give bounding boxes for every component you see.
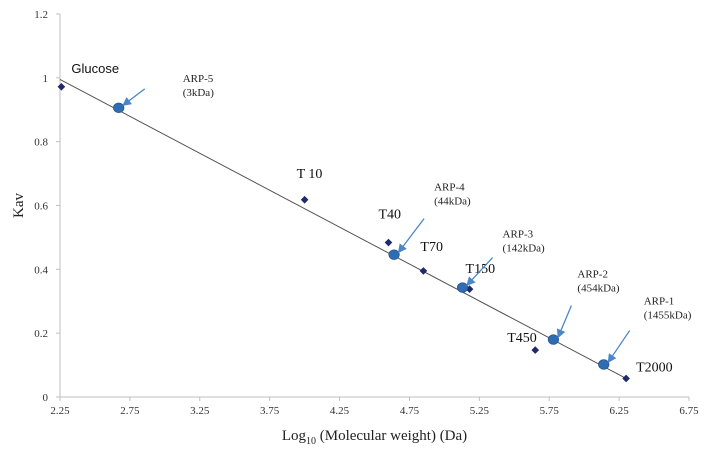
sample-marker: [456, 282, 469, 293]
trendline-layer: [59, 78, 627, 379]
sample-arrow: [397, 218, 425, 254]
standard-marker: [622, 374, 630, 383]
x-axis-title-prefix: Log: [282, 428, 307, 444]
data-points: [57, 82, 630, 383]
standard-label: T40: [378, 208, 401, 223]
y-tick-label: 0.4: [34, 264, 48, 276]
x-axis-title-subscript: 10: [306, 436, 316, 447]
x-tick-label: 4.75: [400, 405, 420, 417]
linear-trendline: [59, 78, 627, 379]
x-tick-label: 5.25: [470, 405, 490, 417]
sample-arrow: [556, 305, 573, 339]
sample-arrow: [122, 88, 146, 107]
standard-label: T2000: [636, 360, 673, 375]
x-tick-label: 6.25: [609, 405, 629, 417]
sample-name-label: ARP-4: [434, 182, 465, 194]
sample-arrow: [607, 330, 631, 364]
y-tick-label: 0: [43, 392, 49, 404]
x-axis-title-suffix: (Molecular weight) (Da): [316, 428, 467, 444]
standard-marker: [57, 82, 66, 91]
x-tick-label: 3.75: [260, 405, 280, 417]
sample-name-label: ARP-5: [183, 73, 214, 85]
x-tick-label: 2.75: [120, 405, 140, 417]
standard-marker: [531, 346, 540, 354]
sample-mw-label: (454kDa): [577, 283, 619, 295]
sample-name-label: ARP-1: [644, 295, 675, 307]
standard-label: T 10: [297, 167, 323, 182]
sample-arrow: [466, 257, 494, 286]
sample-marker: [547, 334, 560, 345]
y-tick-label: 0.8: [34, 137, 48, 149]
axes: 2.25 2.75 3.25 3.75 4.25 4.75 5.25 5.75 6.25 6.75…: [11, 9, 699, 447]
standard-label: T70: [420, 240, 443, 255]
x-tick-label: 2.25: [50, 405, 70, 417]
standard-marker: [300, 195, 309, 204]
sample-marker: [113, 102, 125, 114]
x-axis-title: Log10 (Molecular weight) (Da): [282, 428, 467, 447]
x-tick-label: 5.75: [540, 405, 560, 417]
y-tick-label: 1.2: [34, 9, 48, 21]
sample-name-label: ARP-3: [503, 229, 534, 241]
sample-mw-label: (44kDa): [434, 196, 471, 208]
standard-label: Glucose: [71, 61, 119, 76]
point-labels: Glucose T 10 T40 T70 T150 T450 T2000 ARP-5 (3kDa…: [71, 61, 691, 376]
sample-mw-label: (3kDa): [183, 87, 214, 99]
x-tick-label: 4.25: [330, 405, 350, 417]
x-tick-label: 3.25: [190, 405, 210, 417]
sample-mw-label: (142kDa): [503, 243, 545, 255]
standard-label: T150: [466, 262, 496, 277]
sample-mw-label: (1455kDa): [644, 309, 692, 321]
y-tick-label: 0.2: [34, 328, 48, 340]
sample-marker: [598, 359, 610, 370]
standard-marker: [384, 238, 393, 247]
y-axis-title: Kav: [11, 193, 27, 218]
standard-label: T450: [507, 331, 537, 346]
y-tick-label: 1: [43, 73, 49, 85]
sample-name-label: ARP-2: [577, 269, 608, 281]
standard-marker: [419, 267, 428, 275]
x-tick-label: 6.75: [679, 405, 699, 417]
sample-marker: [388, 249, 400, 260]
y-tick-label: 0.6: [34, 201, 48, 213]
